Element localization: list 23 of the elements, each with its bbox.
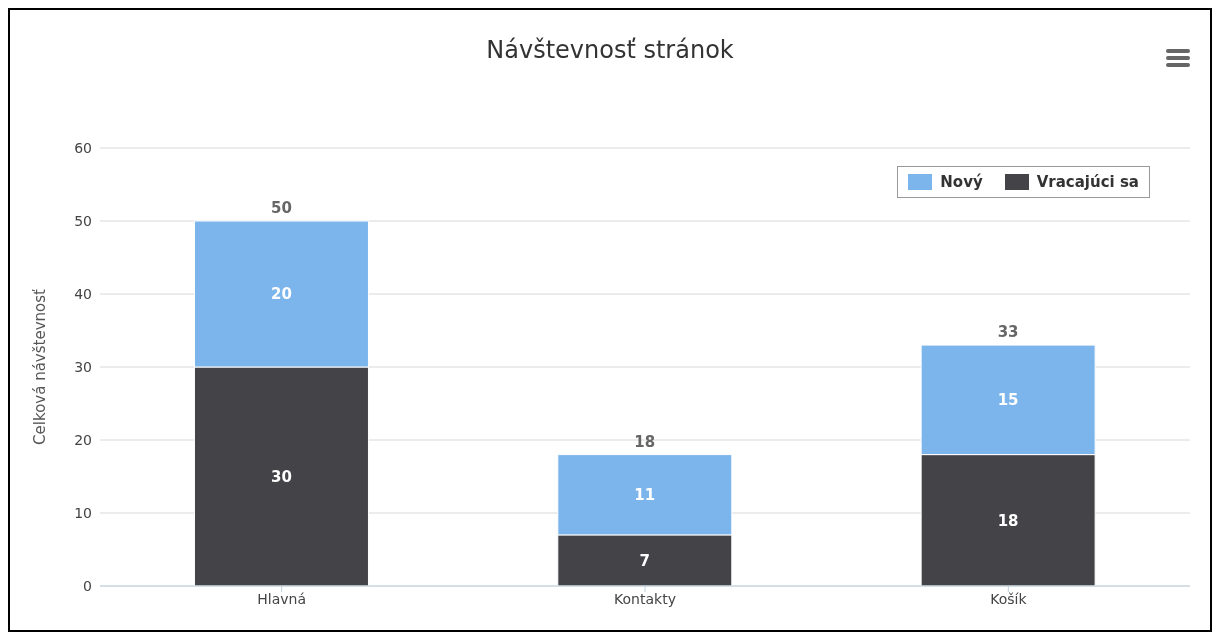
y-tick-label: 20 [74,431,92,448]
y-axis-title: Celková návštevnosť [31,288,50,445]
y-tick-label: 40 [74,285,92,302]
data-label: 20 [271,285,292,304]
legend-label: Vracajúci sa [1035,173,1139,191]
legend-label: Nový [939,173,983,191]
x-tick-label: Hlavná [257,590,307,607]
data-label: 30 [271,467,292,486]
total-label: 33 [997,323,1019,342]
data-label: 15 [997,391,1019,410]
total-label: 50 [271,199,292,217]
total-label: 18 [634,432,656,451]
x-tick-label: Košík [990,590,1028,607]
y-tick-label: 60 [74,139,92,156]
y-tick-label: 0 [83,577,92,594]
x-tick-label: Kontakty [614,590,676,607]
chart-title: Návštevnosť stránok [485,35,735,66]
y-tick-label: 50 [74,212,92,229]
data-label: 7 [639,551,651,570]
y-tick-label: 30 [74,358,92,375]
data-label: 18 [997,511,1019,530]
data-label: 11 [634,486,656,505]
y-tick-label: 10 [74,504,92,521]
